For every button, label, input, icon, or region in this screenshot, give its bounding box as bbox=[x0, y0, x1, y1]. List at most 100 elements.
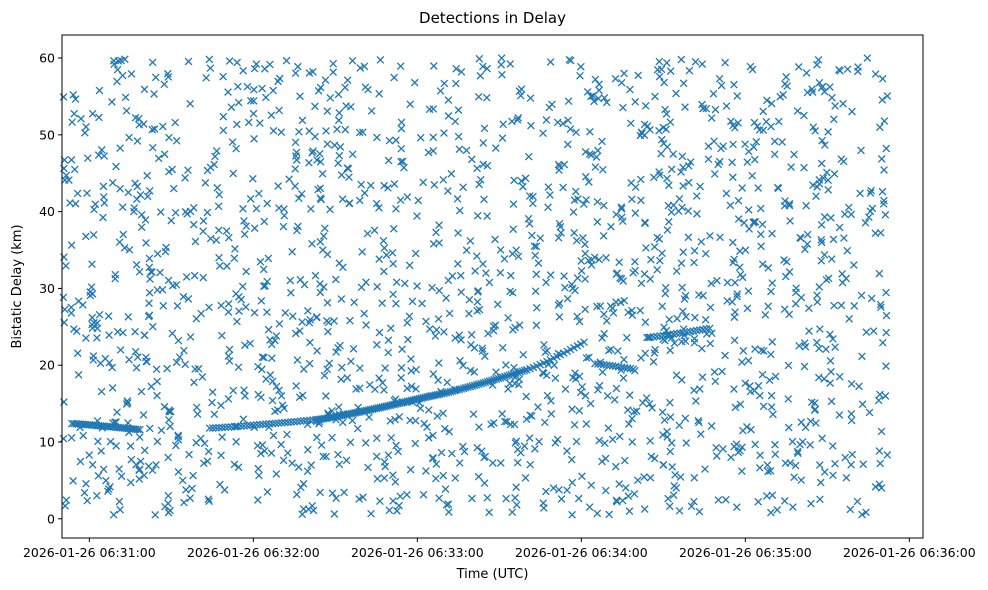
detection-point bbox=[274, 419, 283, 427]
detection-point bbox=[701, 315, 710, 324]
detection-point bbox=[585, 127, 594, 136]
detection-point bbox=[312, 433, 321, 442]
detection-point bbox=[403, 193, 412, 201]
detection-point bbox=[521, 174, 530, 183]
detection-point bbox=[455, 385, 464, 394]
detection-point bbox=[67, 241, 76, 250]
detection-point bbox=[269, 86, 278, 95]
detection-point bbox=[145, 288, 154, 297]
detection-point bbox=[124, 188, 133, 197]
detection-point bbox=[261, 93, 270, 102]
detection-point bbox=[225, 357, 234, 365]
detection-point bbox=[472, 252, 481, 261]
detection-point bbox=[690, 386, 698, 395]
detection-point bbox=[478, 344, 487, 353]
detection-point bbox=[267, 449, 276, 457]
detection-point bbox=[397, 373, 406, 382]
detection-point bbox=[379, 236, 388, 245]
detection-point bbox=[360, 309, 369, 318]
detection-point bbox=[292, 152, 300, 160]
detection-point bbox=[150, 125, 159, 133]
detection-point bbox=[813, 182, 822, 191]
detection-point bbox=[794, 449, 802, 458]
detection-point bbox=[222, 227, 231, 235]
detection-point bbox=[854, 63, 862, 71]
detection-point bbox=[818, 136, 826, 145]
detection-point bbox=[318, 169, 327, 178]
detection-point bbox=[125, 355, 133, 364]
detection-point bbox=[631, 97, 640, 106]
detection-point bbox=[380, 267, 388, 276]
detection-point bbox=[877, 303, 885, 312]
detection-point bbox=[732, 503, 741, 512]
detection-point bbox=[94, 471, 103, 480]
detection-point bbox=[468, 494, 476, 503]
detection-point bbox=[262, 375, 270, 383]
detection-point bbox=[480, 352, 489, 361]
detection-point bbox=[593, 197, 602, 206]
detection-point bbox=[827, 214, 835, 222]
detection-point bbox=[831, 102, 839, 110]
detection-point bbox=[375, 255, 384, 263]
detection-point bbox=[298, 116, 307, 125]
detection-point bbox=[509, 325, 517, 334]
detection-point bbox=[678, 203, 686, 212]
detection-point bbox=[391, 478, 400, 486]
detection-point bbox=[527, 121, 535, 130]
detection-point bbox=[133, 425, 142, 434]
detection-point bbox=[813, 291, 821, 300]
detection-point bbox=[778, 138, 787, 146]
detection-point bbox=[255, 189, 263, 198]
detection-point bbox=[287, 418, 295, 426]
detection-point bbox=[591, 163, 600, 171]
detection-point bbox=[470, 381, 479, 390]
detection-point bbox=[456, 271, 465, 280]
detection-point bbox=[878, 338, 887, 347]
detection-point bbox=[293, 226, 301, 235]
detection-point bbox=[876, 300, 885, 309]
detection-point bbox=[731, 403, 740, 412]
detection-point bbox=[595, 381, 604, 390]
detection-point bbox=[667, 208, 676, 217]
detection-point bbox=[172, 280, 181, 289]
detection-point bbox=[607, 222, 615, 231]
detection-point bbox=[148, 466, 157, 475]
detection-point bbox=[131, 327, 139, 336]
detection-point bbox=[856, 189, 864, 198]
detection-point bbox=[343, 76, 352, 85]
detection-point bbox=[551, 439, 560, 447]
detection-point bbox=[296, 483, 305, 492]
detection-point bbox=[564, 116, 572, 125]
detection-point bbox=[519, 350, 528, 359]
detection-point bbox=[139, 411, 148, 419]
detection-point bbox=[527, 231, 536, 240]
detection-point bbox=[95, 113, 103, 122]
detection-point bbox=[587, 92, 595, 101]
detection-point bbox=[376, 497, 384, 505]
detection-point bbox=[335, 109, 344, 117]
detection-point bbox=[807, 499, 815, 508]
detection-point bbox=[681, 414, 690, 423]
detection-point bbox=[736, 400, 745, 409]
detection-point bbox=[815, 325, 824, 333]
detection-point bbox=[617, 203, 626, 212]
detection-point bbox=[850, 302, 859, 310]
detection-point bbox=[136, 457, 145, 466]
detection-point bbox=[305, 158, 313, 167]
detection-point bbox=[280, 211, 289, 220]
detection-point bbox=[199, 217, 208, 225]
detection-point bbox=[793, 107, 802, 115]
detection-point bbox=[826, 330, 834, 339]
detection-point bbox=[547, 410, 556, 418]
detection-point bbox=[59, 434, 68, 443]
detection-point bbox=[663, 174, 671, 183]
detection-point bbox=[229, 386, 238, 395]
detection-point bbox=[824, 185, 833, 194]
detection-point bbox=[157, 426, 166, 435]
detection-point bbox=[509, 225, 518, 234]
detection-point bbox=[355, 495, 364, 503]
detection-point bbox=[736, 270, 745, 279]
detection-point bbox=[337, 295, 346, 303]
detection-point bbox=[576, 71, 584, 80]
detection-point bbox=[482, 93, 491, 102]
